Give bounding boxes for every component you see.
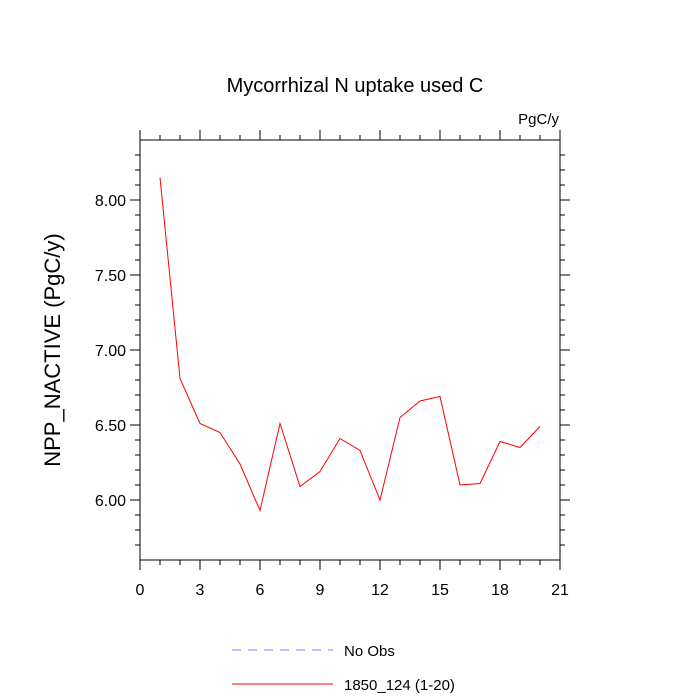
y-tick-label: 7.00 (95, 343, 126, 360)
x-tick-label: 18 (491, 582, 509, 599)
x-tick-label: 15 (431, 582, 449, 599)
plot-frame (139, 139, 561, 561)
y-axis-label: NPP_NACTIVE (PgC/y) (40, 233, 65, 467)
x-tick-label: 9 (316, 582, 325, 599)
units-label: PgC/y (518, 111, 559, 128)
legend-label-0: No Obs (344, 643, 395, 660)
chart-title: Mycorrhizal N uptake used C (227, 75, 484, 97)
x-tick-label: 6 (256, 582, 265, 599)
x-tick-label: 12 (371, 582, 389, 599)
legend: No Obs 1850_124 (1-20) (232, 643, 455, 694)
series-line-1 (159, 177, 541, 513)
x-tick-label: 21 (551, 582, 569, 599)
axis-tick-labels: 0 3 6 9 12 15 18 21 6.00 6.50 7.00 7.50 8.00 (95, 193, 569, 599)
axis-ticks (130, 130, 570, 570)
x-tick-label: 3 (196, 582, 205, 599)
y-tick-label: 6.50 (95, 418, 126, 435)
legend-label-1: 1850_124 (1-20) (344, 677, 455, 694)
series-layer (159, 177, 541, 513)
y-tick-label: 8.00 (95, 193, 126, 210)
x-tick-label: 0 (136, 582, 145, 599)
y-tick-label: 6.00 (95, 493, 126, 510)
y-tick-label: 7.50 (95, 268, 126, 285)
